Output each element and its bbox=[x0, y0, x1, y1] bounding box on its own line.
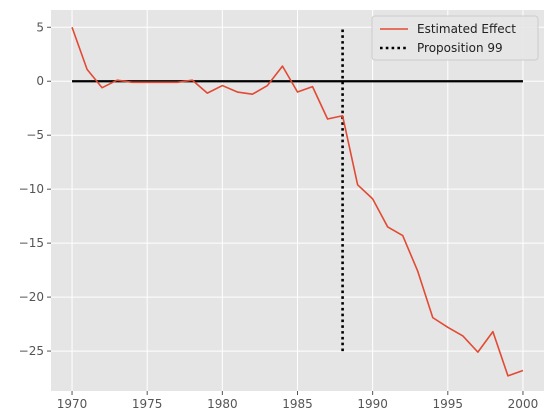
axis-ticks: 1970 1975 1980 1985 1990 1995 2000 5 0 −5 −10 −15 −2… bbox=[19, 20, 539, 411]
x-tick-label: 2000 bbox=[508, 397, 539, 411]
y-tick-label: 5 bbox=[36, 20, 44, 34]
legend-label-proposition-99: Proposition 99 bbox=[417, 41, 503, 55]
x-tick-label: 1975 bbox=[132, 397, 163, 411]
x-tick-label: 1985 bbox=[282, 397, 313, 411]
y-tick-label: −25 bbox=[19, 344, 44, 358]
legend: Estimated Effect Proposition 99 bbox=[371, 15, 539, 61]
y-tick-label: −15 bbox=[19, 236, 44, 250]
legend-box bbox=[371, 15, 539, 61]
y-tick-label: −5 bbox=[26, 128, 44, 142]
y-tick-label: 0 bbox=[36, 74, 44, 88]
estimated-effect-line bbox=[71, 27, 524, 377]
x-tick-label: 1995 bbox=[433, 397, 464, 411]
y-tick-label: −20 bbox=[19, 290, 44, 304]
x-tick-label: 1990 bbox=[357, 397, 388, 411]
y-tick-label: −10 bbox=[19, 182, 44, 196]
reference-lines bbox=[72, 27, 523, 352]
x-tick-label: 1980 bbox=[207, 397, 238, 411]
legend-label-estimated-effect: Estimated Effect bbox=[417, 22, 516, 36]
series-layer bbox=[71, 27, 524, 377]
x-tick-label: 1970 bbox=[57, 397, 88, 411]
